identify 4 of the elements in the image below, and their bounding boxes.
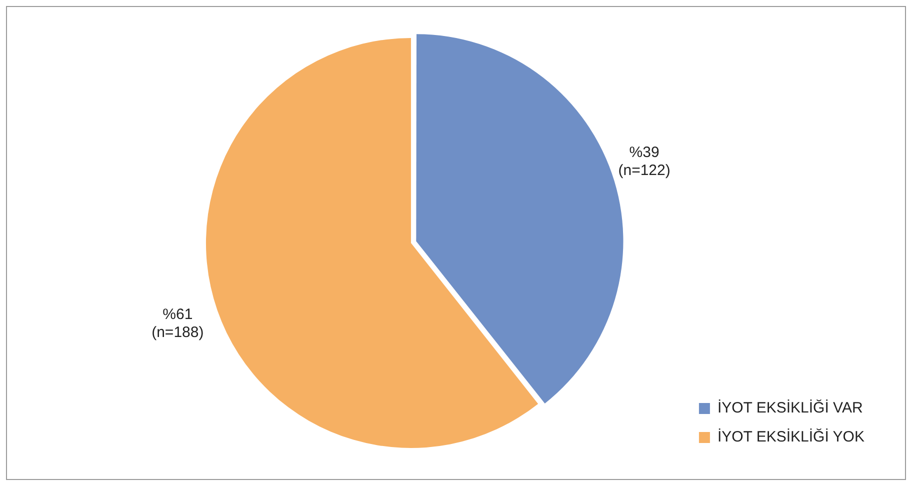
data-label: %39 (n=122) xyxy=(618,144,670,180)
legend-label: İYOT EKSİKLİĞİ YOK xyxy=(717,428,864,446)
data-label: %61 (n=188) xyxy=(152,306,204,342)
legend-label: İYOT EKSİKLİĞİ VAR xyxy=(717,398,863,417)
